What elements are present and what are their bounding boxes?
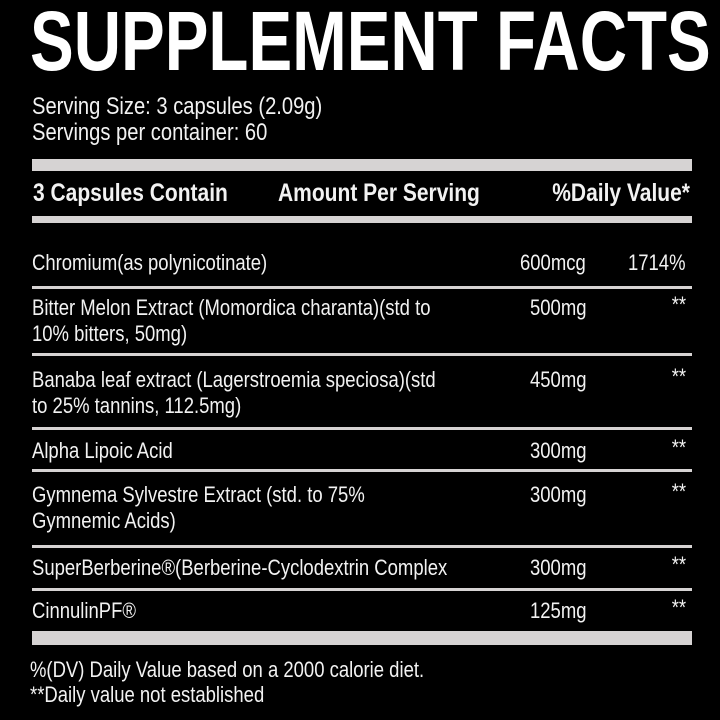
divider-thick [32, 159, 692, 171]
divider-medium [32, 216, 692, 223]
ingredient-amount: 300mg [530, 438, 587, 463]
row-divider [32, 427, 692, 430]
ingredient-amount: 300mg [530, 555, 587, 580]
divider-thick-bottom [32, 631, 692, 645]
ingredient-name-line2: Gymnemic Acids) [32, 508, 176, 533]
ingredient-dv: ** [671, 364, 686, 389]
row-divider [32, 545, 692, 548]
ingredient-amount: 600mcg [520, 250, 586, 275]
ingredient-dv: ** [671, 552, 686, 577]
ingredient-name: CinnulinPF® [32, 598, 137, 623]
ingredient-name-line2: 10% bitters, 50mg) [32, 321, 188, 346]
ingredient-dv: ** [671, 595, 686, 620]
serving-size: Serving Size: 3 capsules (2.09g) [32, 93, 323, 120]
ingredient-name: Chromium(as polynicotinate) [32, 250, 268, 275]
ingredient-name-line2: to 25% tannins, 112.5mg) [32, 393, 242, 418]
row-divider [32, 588, 692, 591]
ingredient-name: Banaba leaf extract (Lagerstroemia speci… [32, 367, 436, 392]
header-daily-value: %Daily Value* [552, 179, 690, 207]
header-ingredient: 3 Capsules Contain [33, 179, 228, 207]
ingredient-amount: 125mg [530, 598, 587, 623]
ingredient-dv: 1714% [628, 250, 686, 275]
ingredient-amount: 450mg [530, 367, 587, 392]
ingredient-name: Bitter Melon Extract (Momordica charanta… [32, 295, 431, 320]
ingredient-amount: 500mg [530, 295, 587, 320]
ingredient-dv: ** [671, 479, 686, 504]
ingredient-name: Alpha Lipoic Acid [32, 438, 173, 463]
ingredient-dv: ** [671, 435, 686, 460]
ingredient-name: SuperBerberine®(Berberine-Cyclodextrin C… [32, 555, 448, 580]
footnote-not-established: **Daily value not established [30, 682, 265, 707]
row-divider [32, 469, 692, 472]
footnote-dv: %(DV) Daily Value based on a 2000 calori… [30, 657, 425, 682]
servings-per-container: Servings per container: 60 [32, 119, 268, 146]
ingredient-dv: ** [671, 292, 686, 317]
header-amount: Amount Per Serving [278, 179, 480, 207]
page-title: SUPPLEMENT FACTS [30, 0, 711, 88]
row-divider [32, 353, 692, 356]
row-divider [32, 286, 692, 289]
ingredient-name: Gymnema Sylvestre Extract (std. to 75% [32, 482, 365, 507]
ingredient-amount: 300mg [530, 482, 587, 507]
